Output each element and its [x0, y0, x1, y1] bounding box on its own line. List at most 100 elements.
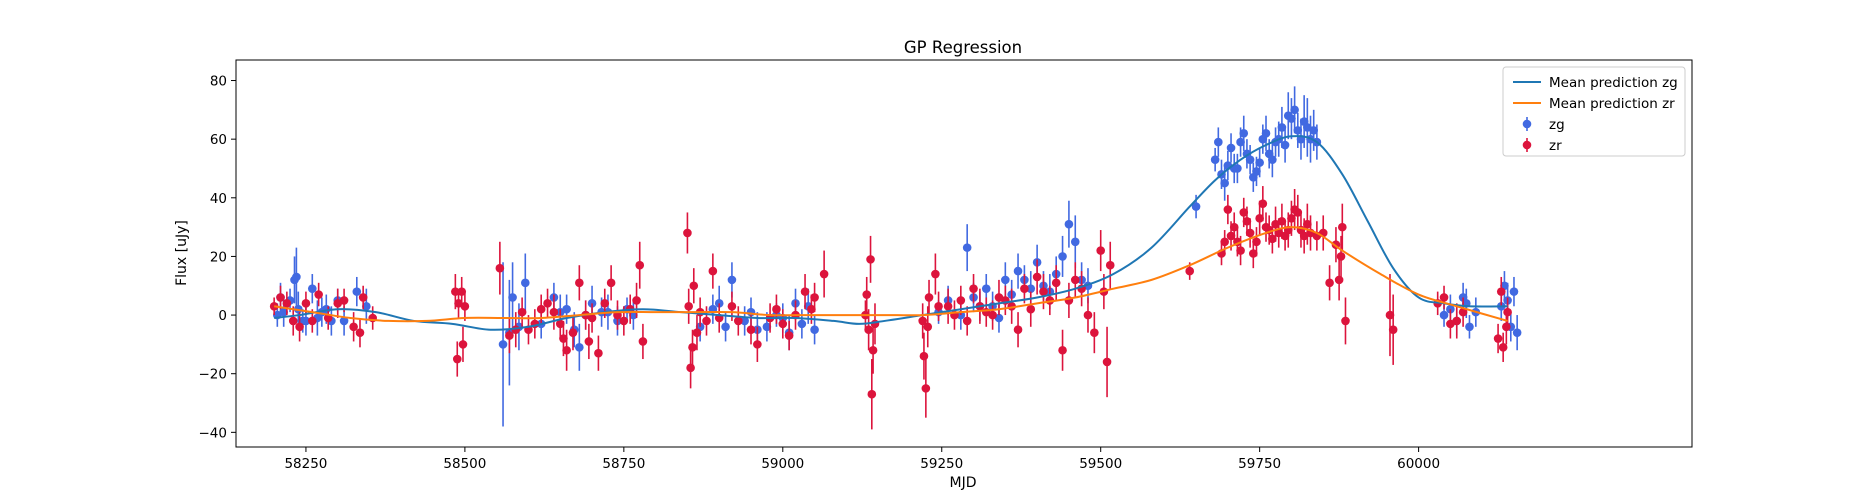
point-zg-51	[810, 325, 819, 335]
point-zr-60	[753, 340, 762, 349]
point-zr-22	[505, 331, 514, 340]
point-zr-48	[684, 301, 693, 311]
point-zg-71	[1064, 219, 1074, 229]
point-zr-64	[784, 331, 794, 340]
y-axis-label: Flux [uJy]	[174, 220, 190, 286]
point-zr-44	[632, 296, 641, 305]
point-zr-24	[517, 307, 527, 317]
point-zr-1	[276, 293, 285, 302]
point-zg-70	[1058, 252, 1067, 261]
mean-line-zr	[273, 226, 1508, 323]
point-zr-102	[1058, 345, 1067, 355]
point-zr-42	[619, 316, 629, 326]
point-zr-15	[451, 287, 460, 296]
y-tick-label-40: 40	[210, 191, 227, 207]
point-zr-146	[1334, 275, 1344, 285]
legend: Mean prediction zg Mean prediction zr zg zr	[1502, 66, 1686, 157]
point-zr-49	[686, 363, 695, 373]
point-zg-63	[1013, 266, 1023, 276]
point-zr-12	[355, 328, 365, 337]
point-zg-18	[498, 340, 508, 349]
point-zr-18	[457, 287, 467, 296]
chart-title: GP Regression	[904, 38, 1022, 57]
point-zg-72	[1070, 237, 1080, 247]
point-zr-159	[1498, 343, 1508, 352]
point-zr-40	[606, 278, 616, 288]
x-tick-label-58750: 58750	[602, 456, 645, 472]
point-zr-82	[931, 269, 940, 279]
point-zr-153	[1439, 293, 1449, 302]
point-zr-115	[1223, 205, 1233, 214]
x-tick-label-58250: 58250	[284, 456, 327, 472]
point-zg-97	[1277, 123, 1287, 132]
point-zr-157	[1493, 334, 1503, 343]
y-tick-label--40: −40	[199, 425, 228, 441]
point-zr-104	[1070, 275, 1080, 285]
point-zr-71	[862, 290, 872, 299]
point-zr-73	[866, 255, 875, 264]
point-zg-22	[520, 278, 530, 288]
point-zr-96	[1020, 284, 1029, 293]
point-zg-49	[797, 319, 807, 329]
point-zr-46	[638, 337, 648, 346]
point-zg-114	[1465, 322, 1474, 332]
point-zg-17	[362, 301, 371, 311]
legend-marker-zr	[1522, 140, 1532, 150]
point-zr-58	[733, 316, 743, 326]
point-zg-41	[740, 316, 749, 326]
point-zg-90	[1255, 158, 1264, 167]
point-zg-15	[339, 316, 349, 326]
point-zg-87	[1245, 155, 1255, 164]
x-tick-label-59750: 59750	[1238, 456, 1281, 472]
point-zr-72	[864, 325, 873, 335]
point-zr-67	[807, 304, 816, 314]
x-axis-label: MJD	[950, 475, 977, 491]
y-tick-label-0: 0	[218, 308, 227, 324]
point-zr-27	[536, 304, 546, 314]
x-axis-ticks: 58250 58500 58750 59000 59250 59500 59750 60000	[284, 447, 1440, 472]
point-zr-117	[1229, 222, 1239, 232]
point-zr-45	[635, 260, 645, 270]
point-zg-61	[1001, 275, 1010, 285]
point-zr-150	[1385, 310, 1395, 320]
point-zr-69	[819, 269, 829, 279]
point-zg-9	[307, 284, 317, 293]
point-zr-116	[1226, 231, 1236, 241]
point-zr-55	[708, 266, 718, 276]
point-zr-95	[1013, 325, 1023, 335]
x-tick-label-59500: 59500	[1079, 456, 1122, 472]
point-zr-51	[689, 281, 699, 291]
point-zr-148	[1338, 222, 1347, 232]
point-zr-88	[969, 284, 978, 293]
point-zr-47	[683, 228, 692, 238]
point-zr-140	[1303, 219, 1312, 229]
y-tick-label-60: 60	[210, 132, 227, 148]
point-zr-86	[956, 296, 966, 305]
point-zr-80	[923, 322, 933, 332]
point-zr-7	[314, 290, 323, 299]
point-zg-94	[1268, 155, 1277, 164]
point-zg-76	[1210, 155, 1220, 164]
point-zg-75	[1191, 202, 1201, 211]
point-zg-120	[1509, 287, 1519, 296]
point-zg-89	[1252, 167, 1261, 176]
axes-frame	[235, 59, 1693, 448]
point-zr-33	[568, 328, 578, 337]
point-zg-98	[1280, 140, 1290, 150]
point-zr-111	[1105, 260, 1115, 270]
point-zr-84	[943, 301, 953, 311]
point-zr-137	[1293, 208, 1303, 217]
x-tick-label-59250: 59250	[920, 456, 963, 472]
point-zr-120	[1239, 208, 1249, 217]
point-zr-114	[1220, 237, 1229, 247]
point-zr-110	[1102, 357, 1112, 367]
point-zr-66	[800, 287, 810, 296]
point-zr-59	[746, 325, 756, 335]
point-zr-81	[924, 293, 934, 302]
point-zr-91	[988, 310, 997, 320]
legend-box	[1502, 66, 1686, 157]
point-zg-2	[279, 307, 288, 317]
y-axis-ticks: −40 −20 0 20 40 60 80	[199, 74, 236, 441]
point-zr-29	[549, 307, 559, 317]
point-zr-28	[543, 299, 552, 308]
